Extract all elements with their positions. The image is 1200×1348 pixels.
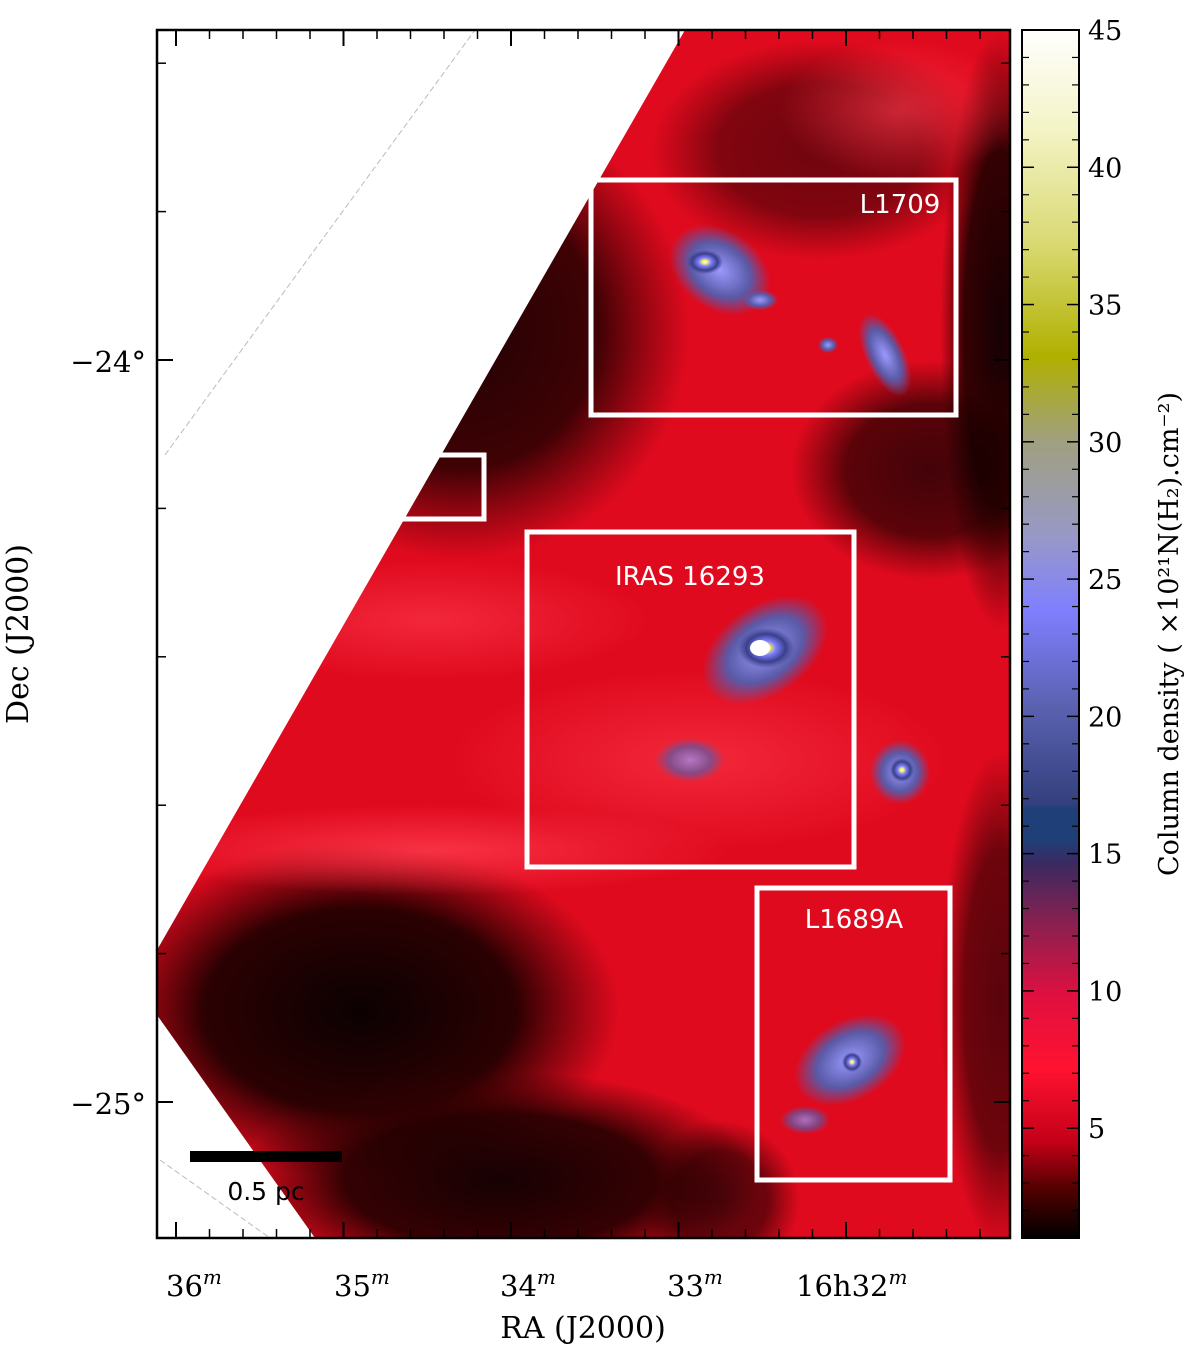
column-density-map [157,30,1010,1238]
iras16293-core [655,738,725,782]
no-coverage-region [157,30,685,950]
x-tick-label: 36m [166,1265,222,1303]
scale-bar [190,1151,342,1162]
bright-filament [780,40,1010,180]
coverage-edge-line [159,1159,271,1238]
x-tick-label: 33m [667,1265,723,1303]
region-box-l1689a [754,885,953,1183]
dark-lane [240,1070,760,1238]
no-coverage-region [157,1015,315,1238]
region-label-iras16293: IRAS 16293 [615,562,765,592]
l1689a-core [890,758,914,782]
x-tick-label: 35m [334,1265,390,1303]
y-axis-label: Dec (J2000) [1,544,36,724]
l1709-core [687,250,723,274]
dark-lane [640,1120,800,1238]
colorbar-tick-label: 10 [1088,977,1122,1008]
region-boxes [235,177,959,1183]
l1689a-core [842,1052,862,1072]
colorbar-tick-label: 5 [1088,1114,1105,1145]
l1709-core [742,290,778,310]
plot-frame [155,28,1012,1240]
scale-bar-label: 0.5 pc [227,1177,304,1206]
colorbar-tick-label: 15 [1088,840,1122,871]
minor-ticks [157,30,1010,1238]
colorbar [1022,30,1079,1238]
l1709-core [669,224,771,316]
y-tick-label: −24° [70,345,146,379]
x-tick-label: 34m [500,1265,556,1303]
colorbar-tick-label: 35 [1088,291,1122,322]
coverage-edge-line [164,30,476,456]
colorbar-tick-label: 25 [1088,565,1122,596]
region-box-iras16293 [524,529,857,870]
colorbar-tick-label: 20 [1088,702,1122,733]
colorbar-ticks: 5 10 15 20 25 30 35 40 45 [1022,16,1122,1212]
colorbar-label: Column density ( ×10²¹N(H₂).cm⁻²) [1154,392,1185,876]
region-box-l1689b [235,452,487,522]
x-tick-label: 16h32m [796,1265,907,1303]
region-box-l1709 [588,177,959,418]
colorbar-tick-label: 40 [1088,153,1122,184]
l1709-core [818,337,838,353]
iras16293-core [750,640,770,656]
region-label-l1709: L1709 [860,190,941,220]
colorbar-tick-label: 45 [1088,16,1122,47]
x-tick-labels: 36m 35m 34m 33m 16h32m [166,1265,907,1303]
x-axis-label: RA (J2000) [500,1311,666,1346]
region-label-l1689b: L1689B [312,415,411,445]
y-tick-label: −25° [70,1087,146,1121]
l1709-core [858,313,912,397]
colorbar-tick-label: 30 [1088,428,1122,459]
l1689a-core [780,1106,830,1134]
dark-lane [940,750,1010,1238]
region-label-l1689a: L1689A [805,905,904,935]
